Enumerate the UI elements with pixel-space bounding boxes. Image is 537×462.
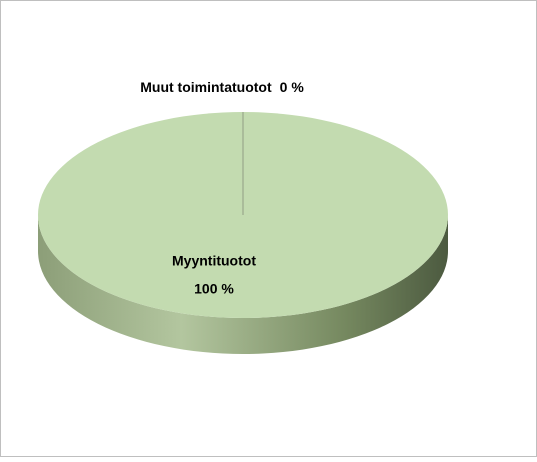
category-label: Muut toimintatuotot <box>140 79 272 95</box>
value-label: 100 % <box>194 281 234 297</box>
pie-side <box>38 215 448 354</box>
category-label: Myyntituotot <box>172 253 256 269</box>
value-label: 0 % <box>280 79 305 95</box>
data-label: Muut toimintatuotot 0 % <box>140 79 304 95</box>
